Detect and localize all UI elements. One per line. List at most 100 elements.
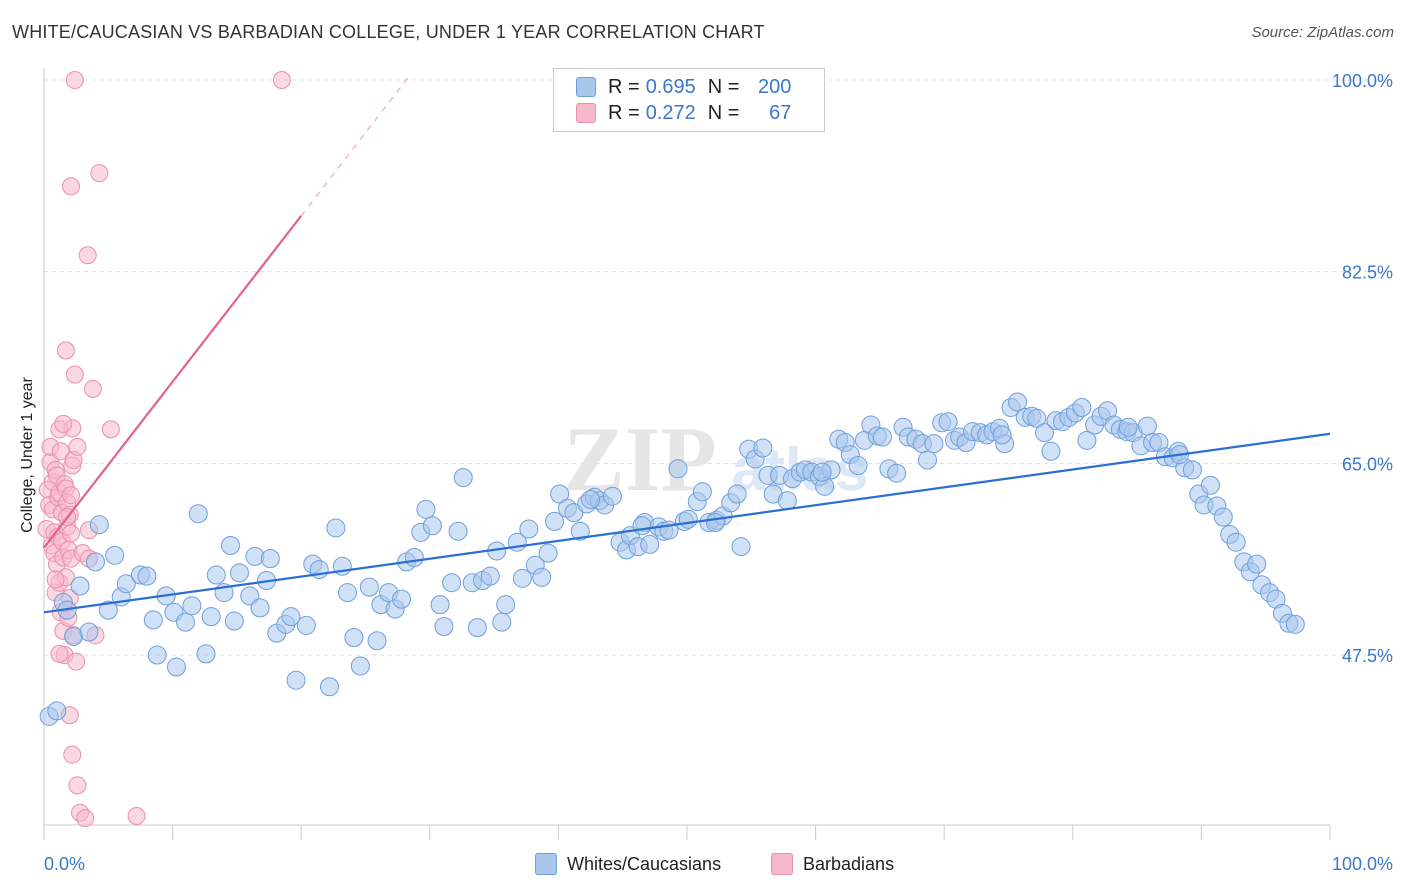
n-label: N = — [707, 75, 740, 98]
source-credit: Source: ZipAtlas.com — [1251, 24, 1394, 41]
whites-point — [1077, 430, 1097, 450]
whites-point — [632, 516, 652, 536]
legend-row-barbadians: R = 0.272 N = 67 — [576, 101, 791, 125]
whites-point — [220, 535, 240, 555]
whites-point — [480, 566, 500, 586]
whites-point — [1213, 507, 1233, 527]
barbadians-point — [76, 809, 95, 828]
whites-point — [924, 434, 944, 454]
whites-legend-swatch — [535, 853, 557, 875]
barbadians-points — [37, 71, 291, 828]
y-tick-label: 47.5% — [1342, 646, 1393, 666]
whites-trend-line — [43, 432, 1331, 614]
barbadians-point — [46, 570, 65, 589]
whites-point — [416, 499, 436, 519]
whites-point — [319, 677, 339, 697]
correlation-legend: R = 0.695 N = 200 R = 0.272 N = 67 — [553, 68, 825, 132]
whites-point — [240, 586, 260, 606]
barbadians-point — [101, 420, 120, 439]
n-label: N = — [707, 101, 740, 124]
whites-point — [281, 607, 301, 627]
whites-point — [1072, 397, 1092, 417]
whites-point — [182, 596, 202, 616]
whites-point — [1285, 614, 1305, 634]
whites-point — [196, 644, 216, 664]
r-label: R = — [608, 75, 640, 98]
whites-point — [392, 589, 412, 609]
whites-point — [201, 607, 221, 627]
whites-point — [727, 484, 747, 504]
barbadians-legend-swatch — [771, 853, 793, 875]
legend-row-whites: R = 0.695 N = 200 — [576, 75, 791, 99]
whites-point — [70, 576, 90, 596]
whites-point — [337, 583, 357, 603]
tick-labels: 47.5% 65.0% 82.5% 100.0% 0.0% 100.0% — [44, 71, 1393, 874]
whites-point — [496, 595, 516, 615]
whites-point — [570, 521, 590, 541]
whites-point — [260, 549, 280, 569]
whites-point — [917, 450, 937, 470]
whites-point — [250, 598, 270, 618]
whites-point — [581, 489, 601, 509]
whites-point — [229, 563, 249, 583]
x-tick-label: 100.0% — [1332, 854, 1393, 874]
whites-point — [753, 438, 773, 458]
barbadians-point — [68, 437, 87, 456]
whites-point — [350, 656, 370, 676]
whites-point — [448, 521, 468, 541]
whites-point — [47, 701, 67, 721]
barbadians-trend-extension — [300, 74, 411, 217]
whites-point — [434, 617, 454, 637]
whites-point — [532, 567, 552, 587]
whites-point — [1247, 554, 1267, 574]
barbadians-point — [127, 807, 146, 825]
trend-lines — [43, 74, 1331, 614]
barbadians-legend-label: Barbadians — [803, 853, 895, 874]
whites-point — [89, 515, 109, 535]
whites-point — [731, 537, 751, 557]
whites-point — [442, 573, 462, 593]
whites-point — [1041, 441, 1061, 461]
barbadians-point — [68, 776, 87, 795]
y-tick-label: 100.0% — [1332, 71, 1393, 91]
whites-point — [492, 612, 512, 632]
whites-point — [678, 509, 698, 529]
whites-point — [938, 412, 958, 432]
whites-point — [1118, 417, 1138, 437]
whites-point — [224, 611, 244, 631]
barbadians-point — [65, 365, 84, 384]
r-value: 0.272 — [645, 101, 696, 124]
whites-point — [692, 482, 712, 502]
whites-swatch — [576, 77, 596, 97]
chart-title: WHITE/CAUCASIAN VS BARBADIAN COLLEGE, UN… — [12, 22, 765, 42]
whites-point — [1200, 475, 1220, 495]
barbadians-point — [51, 442, 70, 461]
whites-point — [430, 595, 450, 615]
barbadians-point — [62, 524, 81, 543]
whites-point — [1008, 392, 1028, 412]
x-tick-label: 0.0% — [44, 854, 85, 874]
barbadians-point — [56, 341, 75, 360]
whites-point — [206, 565, 226, 585]
whites-point — [1035, 423, 1055, 443]
whites-point — [1137, 416, 1157, 436]
barbadians-trend-line — [43, 215, 303, 549]
whites-point — [992, 425, 1012, 445]
whites-point — [166, 657, 186, 677]
whites-point — [777, 491, 797, 511]
n-value: 67 — [769, 101, 792, 124]
whites-point — [85, 552, 105, 572]
whites-point — [848, 456, 868, 476]
y-tick-label: 82.5% — [1342, 263, 1393, 283]
whites-point — [175, 612, 195, 632]
barbadians-point — [90, 164, 109, 183]
whites-point — [705, 512, 725, 532]
whites-point — [137, 566, 157, 586]
whites-point — [545, 511, 565, 531]
barbadians-point — [78, 246, 97, 265]
whites-point — [296, 615, 316, 635]
barbadians-point — [62, 177, 81, 196]
barbadians-point — [63, 745, 82, 764]
whites-point — [640, 534, 660, 554]
